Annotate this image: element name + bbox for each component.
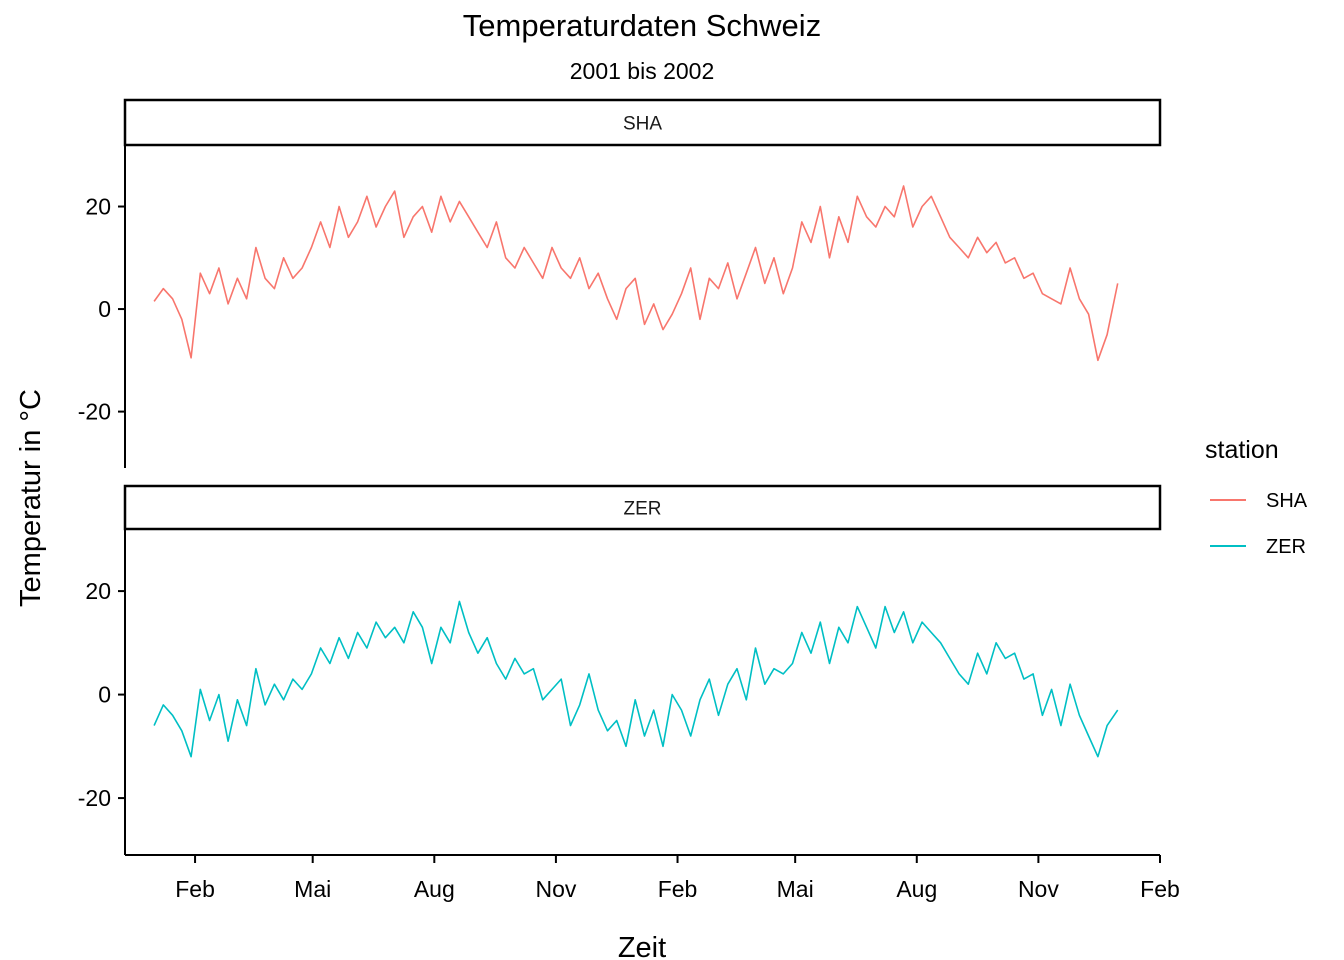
y-tick-label: 0 [98,296,111,322]
x-tick-label: Aug [414,876,455,902]
y-tick-label: 20 [85,578,111,604]
chart-title: Temperaturdaten Schweiz [463,8,821,43]
y-tick-label: -20 [78,399,111,425]
panel-zer: ZER 20 0 -20 [78,484,1162,855]
legend: station SHA ZER [1205,436,1308,558]
facet-strip-zer [123,484,1162,531]
legend-label: SHA [1266,490,1308,512]
facet-panels: SHA 20 0 -20 ZER 20 0 -20 [78,98,1162,855]
facet-strip-label: SHA [623,114,662,135]
legend-title: station [1205,436,1279,464]
y-tick-label: 0 [98,682,111,708]
x-tick-label: Aug [896,876,937,902]
y-tick-label: -20 [78,785,111,811]
series-line-zer [153,600,1119,758]
x-axis: Feb Mai Aug Nov Feb Mai Aug Nov Feb [125,854,1180,902]
x-tick-label: Mai [294,876,331,902]
y-axis-title: Temperatur in °C [15,389,47,607]
x-tick-label: Nov [1018,876,1059,902]
x-tick-label: Mai [777,876,814,902]
series-line-sha [153,185,1119,362]
legend-item-zer: ZER [1210,536,1306,558]
facet-strip-sha [123,98,1162,147]
legend-item-sha: SHA [1210,490,1308,512]
x-tick-label: Feb [1140,876,1180,902]
legend-label: ZER [1266,536,1306,558]
x-axis-title: Zeit [618,932,666,960]
panel-sha: SHA 20 0 -20 [78,98,1162,468]
y-tick-label: 20 [85,194,111,220]
x-tick-label: Nov [535,876,576,902]
chart-subtitle: 2001 bis 2002 [570,58,715,84]
x-tick-label: Feb [658,876,698,902]
legend-items: SHA ZER [1210,490,1308,558]
x-tick-label: Feb [175,876,215,902]
facet-strip-label: ZER [624,499,662,520]
